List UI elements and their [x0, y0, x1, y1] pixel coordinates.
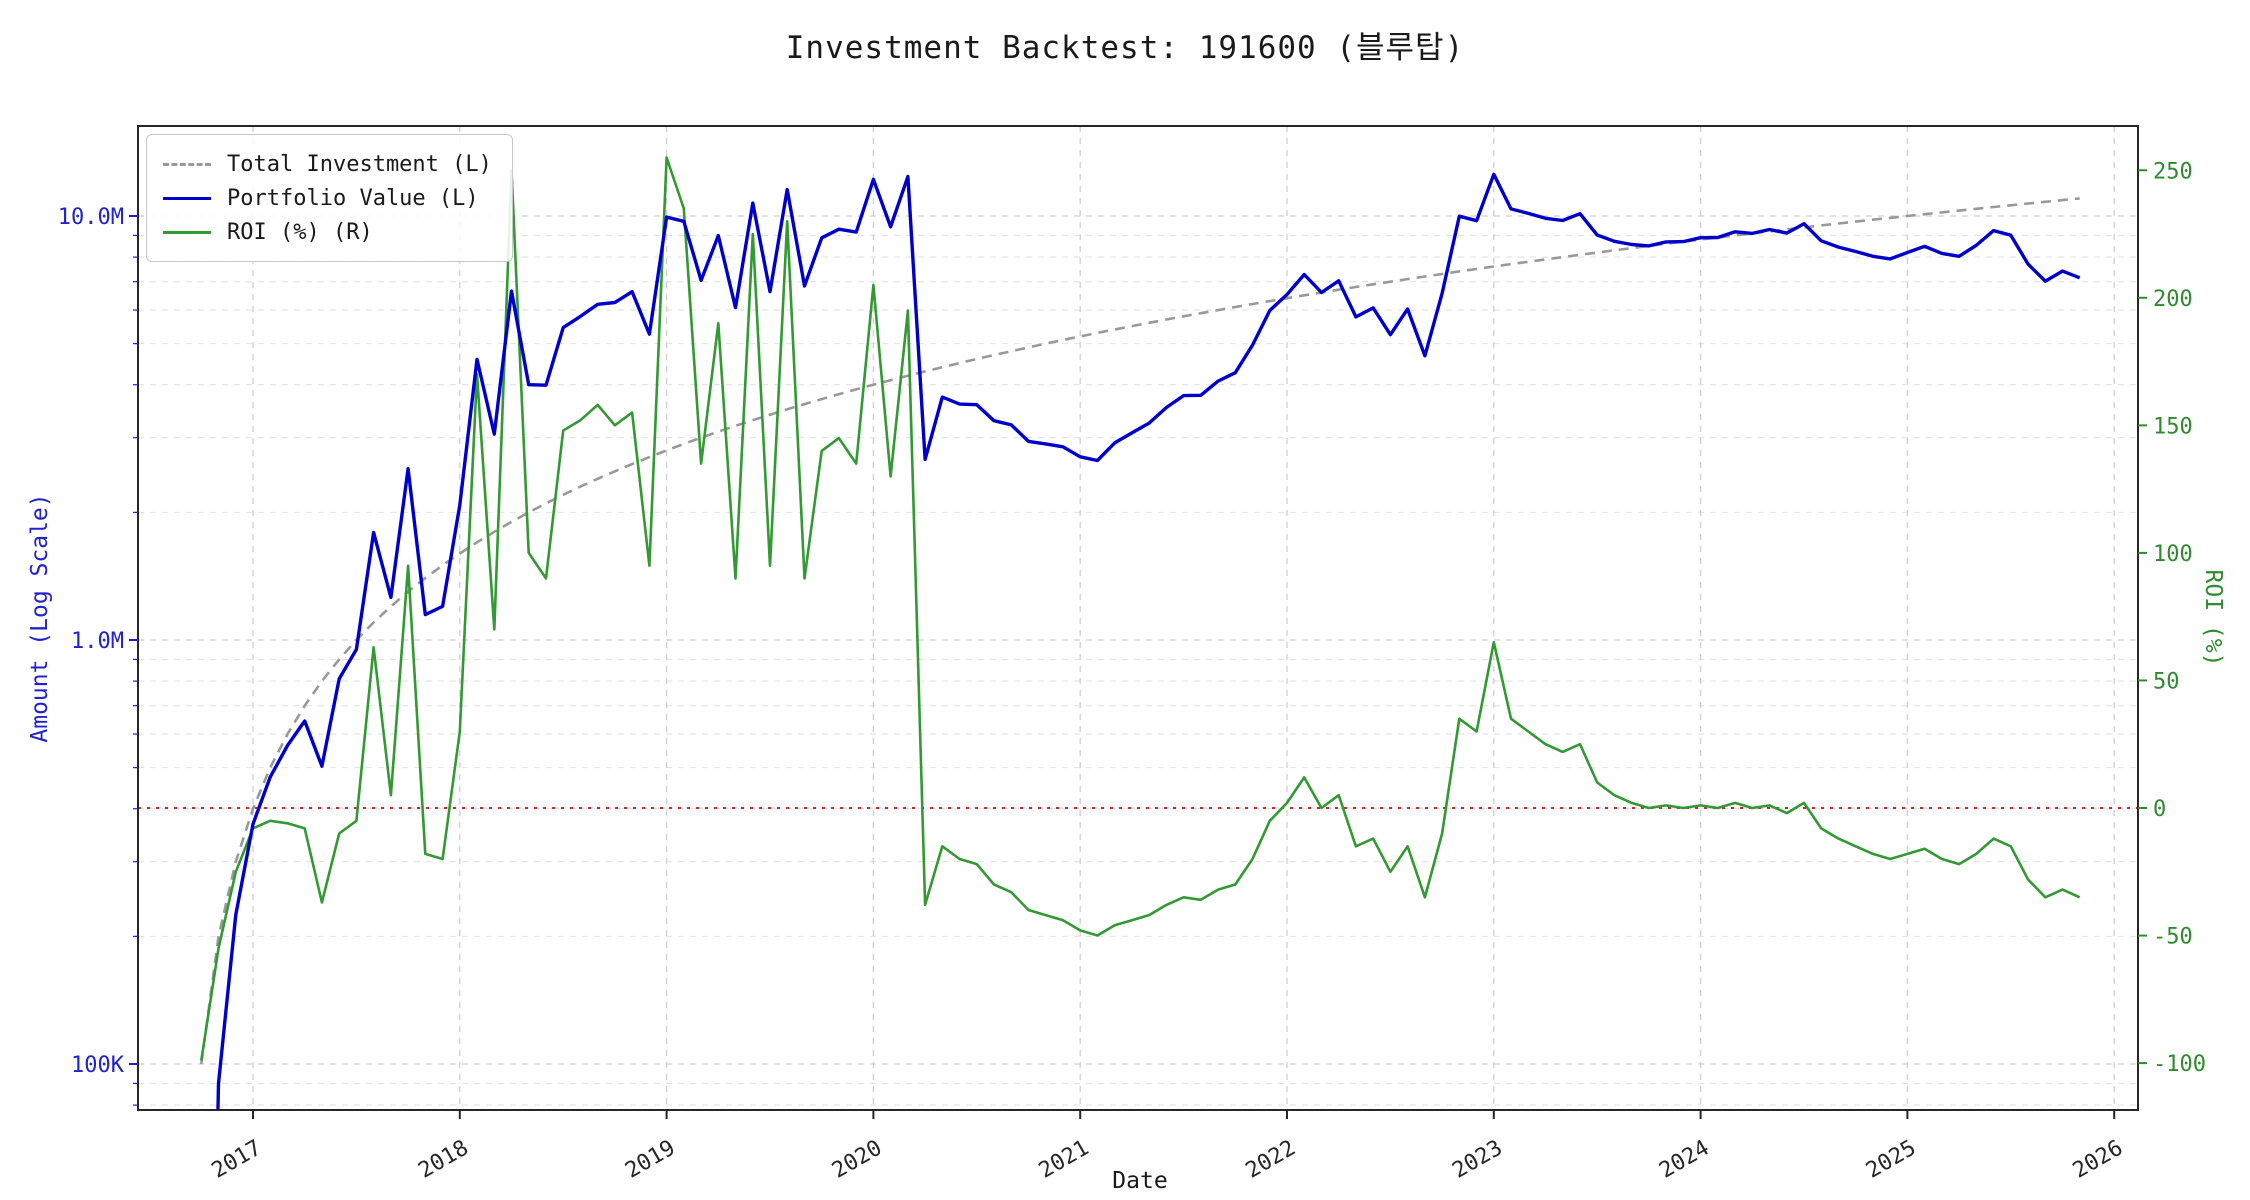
legend-line-sample-investment	[163, 162, 211, 166]
x-tick-label: 2025	[1862, 1136, 1920, 1184]
x-tick-label: 2017	[208, 1136, 266, 1184]
x-tick-label: 2020	[828, 1136, 886, 1184]
x-tick-label: 2022	[1242, 1136, 1300, 1184]
legend-label-portfolio: Portfolio Value (L)	[227, 185, 479, 211]
series-group	[200, 156, 2081, 1110]
y-right-tick-label: 100	[2153, 542, 2193, 567]
legend-item-portfolio-value: Portfolio Value (L)	[163, 181, 492, 215]
x-tick-label: 2019	[621, 1136, 679, 1184]
roi-line	[200, 156, 2081, 1061]
x-tick-label: 2021	[1035, 1136, 1093, 1184]
legend-label-roi: ROI (%) (R)	[227, 219, 373, 245]
x-tick-label: 2024	[1655, 1136, 1713, 1184]
x-tick-label: 2023	[1448, 1136, 1506, 1184]
legend-line-sample-roi	[163, 230, 211, 234]
x-tick-label: 2018	[414, 1136, 472, 1184]
y-left-tick-label: 1.0M	[71, 629, 124, 654]
y-right-tick-label: 50	[2153, 669, 2180, 694]
investment-line	[200, 197, 2080, 1065]
y-right-tick-label: 250	[2153, 159, 2193, 184]
y-right-tick-label: 150	[2153, 414, 2193, 439]
plot-border	[137, 125, 2139, 1111]
x-tick-label: 2026	[2069, 1136, 2127, 1184]
legend-item-roi: ROI (%) (R)	[163, 215, 492, 249]
chart-title: Investment Backtest: 191600 (블루탑)	[785, 30, 1465, 66]
legend-item-total-investment: Total Investment (L)	[163, 147, 492, 181]
y-left-tick-label: 100K	[71, 1053, 125, 1078]
y-right-tick-label: 0	[2153, 797, 2166, 822]
y-right-tick-label: 200	[2153, 287, 2193, 312]
legend-label-investment: Total Investment (L)	[227, 151, 492, 177]
portfolio-line	[216, 172, 2081, 1110]
y-right-tick-label: -100	[2153, 1052, 2206, 1077]
y-left-tick-label: 10.0M	[58, 205, 124, 230]
legend-line-sample-portfolio	[163, 196, 211, 200]
y-right-tick-label: -50	[2153, 925, 2193, 950]
x-axis-label: Date	[1112, 1168, 1168, 1194]
legend: Total Investment (L) Portfolio Value (L)…	[146, 134, 513, 262]
